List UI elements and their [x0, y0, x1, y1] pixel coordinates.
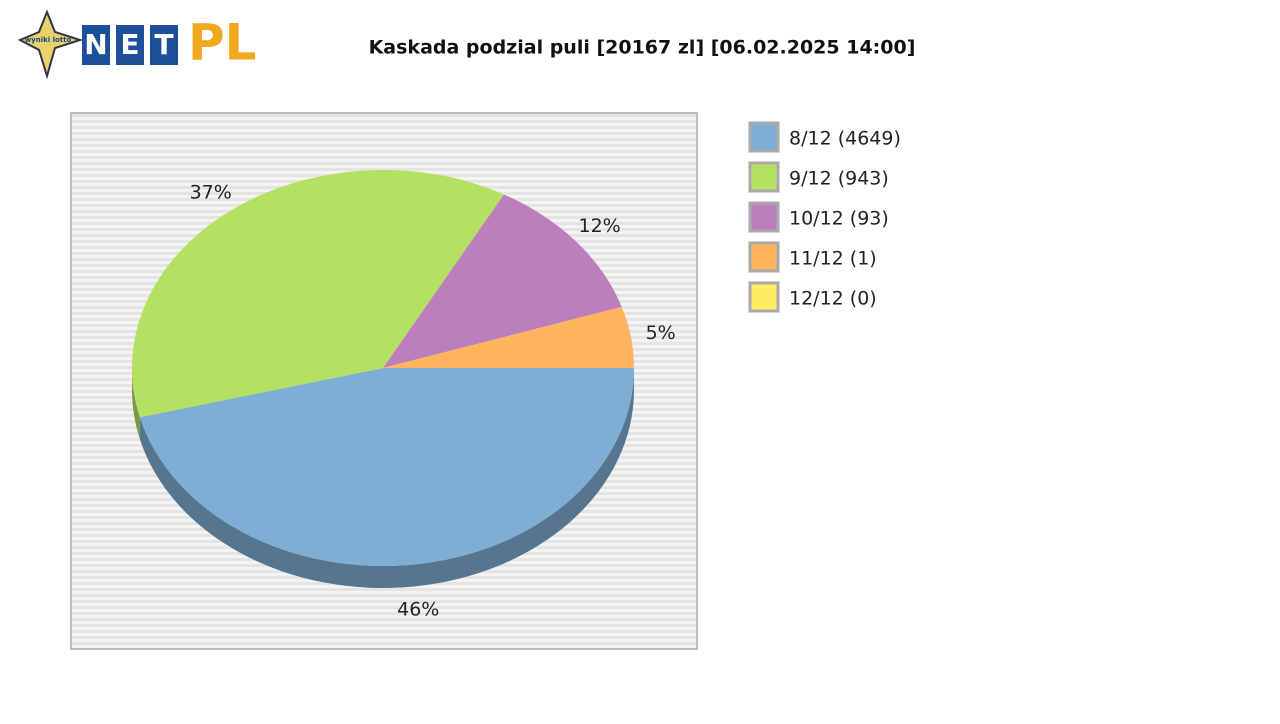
- slice-label: 37%: [190, 181, 232, 203]
- logo-star: [17, 9, 84, 80]
- logo-letter: N: [84, 28, 107, 61]
- chart-title: Kaskada podzial puli [20167 zl] [06.02.2…: [369, 37, 916, 59]
- legend-swatch: [748, 201, 780, 233]
- pie-slice: [139, 368, 634, 567]
- logo-letter: E: [120, 28, 139, 61]
- pie-slice: [383, 194, 622, 368]
- logo-box: [82, 25, 110, 65]
- logo-letter: T: [154, 28, 173, 61]
- slice-label: 12%: [578, 215, 620, 237]
- pie-slice: [383, 306, 634, 368]
- legend-swatch: [748, 121, 780, 153]
- pie-slice: [131, 169, 504, 418]
- slice-label: 5%: [646, 322, 676, 344]
- pie-side: [132, 368, 140, 440]
- slice-label: 46%: [397, 599, 439, 621]
- logo-box: [150, 25, 178, 65]
- logo-star-text: wyniki lotto: [25, 36, 72, 44]
- legend-swatch: [748, 281, 780, 313]
- legend-label: 8/12 (4649): [789, 128, 901, 150]
- logo-pl: PL: [188, 14, 257, 72]
- legend-swatch: [748, 161, 780, 193]
- legend-label: 11/12 (1): [789, 248, 877, 270]
- logo: wyniki lotto N E T PL: [17, 9, 257, 80]
- legend-swatch: [748, 241, 780, 273]
- legend-label: 9/12 (943): [789, 168, 889, 190]
- legend-label: 10/12 (93): [789, 208, 889, 230]
- legend-label: 12/12 (0): [789, 288, 877, 310]
- logo-box: [116, 25, 144, 65]
